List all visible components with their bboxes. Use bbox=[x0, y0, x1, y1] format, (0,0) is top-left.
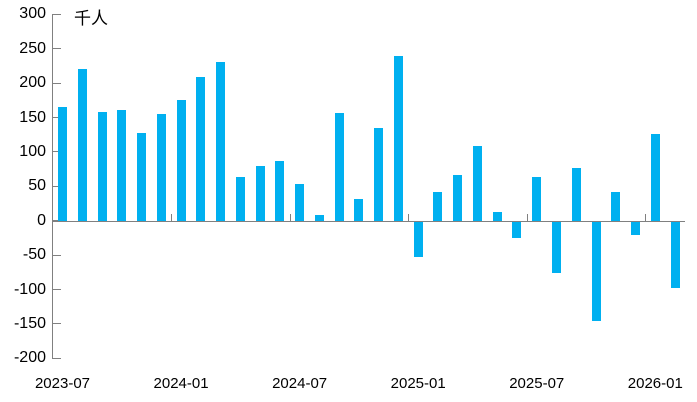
y-axis-label: 0 bbox=[37, 211, 46, 229]
y-axis-label: 100 bbox=[19, 142, 46, 160]
bar-2024-11 bbox=[374, 127, 384, 221]
chart-unit-label: 千人 bbox=[74, 9, 108, 28]
y-axis-label: -50 bbox=[22, 246, 46, 264]
bar-2023-09 bbox=[97, 111, 107, 221]
bar-2025-11 bbox=[611, 192, 621, 221]
bar-2025-05 bbox=[492, 212, 502, 221]
x-axis-label: 2024-07 bbox=[272, 375, 328, 392]
y-axis-tick bbox=[52, 254, 61, 256]
bar-2025-06 bbox=[512, 221, 522, 238]
bar-2023-12 bbox=[156, 114, 166, 221]
bar-2026-02 bbox=[670, 221, 680, 289]
bar-2025-02 bbox=[433, 192, 443, 221]
bar-2024-07 bbox=[295, 184, 305, 221]
y-axis-label: -150 bbox=[13, 314, 46, 332]
bar-2025-12 bbox=[631, 221, 641, 236]
y-axis-label: 50 bbox=[28, 177, 46, 195]
bar-2024-03 bbox=[216, 61, 226, 221]
bar-2024-10 bbox=[354, 198, 364, 221]
x-axis-label: 2026-01 bbox=[627, 375, 683, 392]
x-axis-label: 2024-01 bbox=[153, 375, 209, 392]
x-axis-tick bbox=[289, 213, 291, 221]
y-axis-label: 300 bbox=[19, 5, 46, 23]
y-axis-tick bbox=[52, 323, 61, 325]
y-axis-label: -100 bbox=[13, 280, 46, 298]
x-axis-tick bbox=[645, 213, 647, 221]
y-axis-tick bbox=[52, 289, 61, 290]
x-axis-tick bbox=[171, 213, 173, 221]
bar-2023-08 bbox=[77, 69, 87, 221]
bar-2024-12 bbox=[393, 55, 403, 221]
bar-2026-01 bbox=[650, 134, 660, 221]
bar-2024-04 bbox=[235, 176, 245, 221]
bar-2024-01 bbox=[176, 99, 186, 221]
bar-2024-05 bbox=[255, 166, 265, 221]
bar-2024-08 bbox=[314, 215, 324, 221]
x-axis-line bbox=[52, 220, 685, 222]
y-axis-tick bbox=[52, 117, 61, 118]
bar-2025-09 bbox=[571, 168, 581, 221]
x-axis-label: 2025-07 bbox=[509, 375, 565, 392]
bar-2025-10 bbox=[591, 221, 601, 322]
y-axis-tick bbox=[52, 82, 61, 84]
x-axis-tick bbox=[526, 213, 528, 221]
y-axis-tick bbox=[52, 357, 61, 359]
bar-2023-10 bbox=[117, 109, 127, 221]
bar-2025-01 bbox=[413, 221, 423, 257]
y-axis-label: -200 bbox=[13, 349, 46, 367]
bar-2023-11 bbox=[137, 132, 147, 221]
x-axis-label: 2025-01 bbox=[390, 375, 446, 392]
y-axis-tick bbox=[52, 151, 61, 153]
bar-2024-09 bbox=[334, 113, 344, 221]
bar-2024-02 bbox=[196, 76, 206, 221]
bar-2025-07 bbox=[532, 176, 542, 221]
x-axis-tick bbox=[408, 213, 410, 221]
bar-2025-08 bbox=[552, 221, 561, 274]
bar-2025-04 bbox=[472, 146, 482, 221]
bar-2025-03 bbox=[453, 175, 463, 221]
x-axis-label: 2023-07 bbox=[34, 375, 91, 392]
bar-2024-06 bbox=[275, 160, 285, 221]
y-axis-label: 250 bbox=[19, 39, 46, 57]
y-axis-tick bbox=[52, 13, 61, 15]
bar-2023-07 bbox=[58, 107, 67, 221]
y-axis-label: 200 bbox=[19, 74, 46, 92]
y-axis-tick bbox=[52, 185, 61, 187]
y-axis-label: 150 bbox=[19, 108, 46, 126]
y-axis-tick bbox=[52, 48, 61, 50]
